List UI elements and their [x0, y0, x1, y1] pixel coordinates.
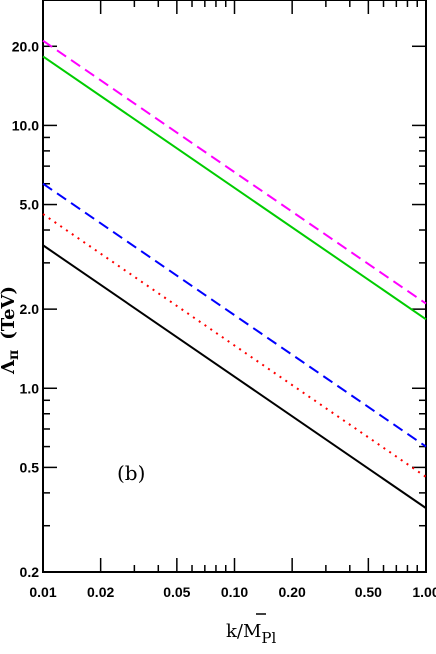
x-axis-title-m: M — [243, 621, 261, 642]
svg-text:Λπ(TeV): Λπ (TeV) — [0, 286, 22, 375]
tick-labels: 0.01 0.02 0.05 0.10 0.20 0.50 1.00 0.2 0.5 1.0 2.0… — [12, 38, 436, 600]
y-tick-label: 20.0 — [12, 38, 39, 54]
x-axis-title-sub: Pl — [261, 629, 276, 647]
x-tick-label: 0.02 — [87, 584, 114, 600]
series — [42, 39, 427, 509]
y-tick-label: 10.0 — [12, 117, 39, 133]
series-line-3 — [42, 182, 427, 448]
series-line-4 — [42, 213, 427, 478]
y-tick-label: 0.5 — [20, 459, 40, 475]
x-axis-title: k/MPl — [226, 613, 277, 647]
y-axis-title-main: Λ — [0, 359, 19, 375]
series-line-5 — [42, 244, 427, 509]
x-tick-label: 0.01 — [29, 584, 56, 600]
y-tick-label: 5.0 — [20, 197, 40, 213]
y-axis-title: Λπ (TeV) — [0, 286, 22, 375]
x-tick-label: 0.20 — [279, 584, 306, 600]
ticks — [42, 0, 426, 573]
x-tick-label: 0.50 — [355, 584, 382, 600]
y-axis-title-unit: (TeV) — [0, 286, 19, 340]
x-axis-title-main: k/ — [226, 621, 244, 642]
svg-text:k/MPl: k/MPl — [226, 621, 277, 647]
x-tick-label: 0.10 — [221, 584, 248, 600]
y-tick-label: 0.2 — [20, 564, 40, 580]
y-tick-label: 1.0 — [20, 380, 40, 396]
x-tick-label: 1.00 — [412, 584, 436, 600]
x-tick-label: 0.05 — [163, 584, 190, 600]
series-line-1 — [42, 39, 427, 305]
y-tick-label: 2.0 — [20, 301, 40, 317]
plot-frame — [42, 0, 427, 573]
series-line-2 — [42, 55, 427, 321]
y-axis-title-sub: π — [6, 350, 22, 360]
panel-label: (b) — [117, 461, 145, 485]
